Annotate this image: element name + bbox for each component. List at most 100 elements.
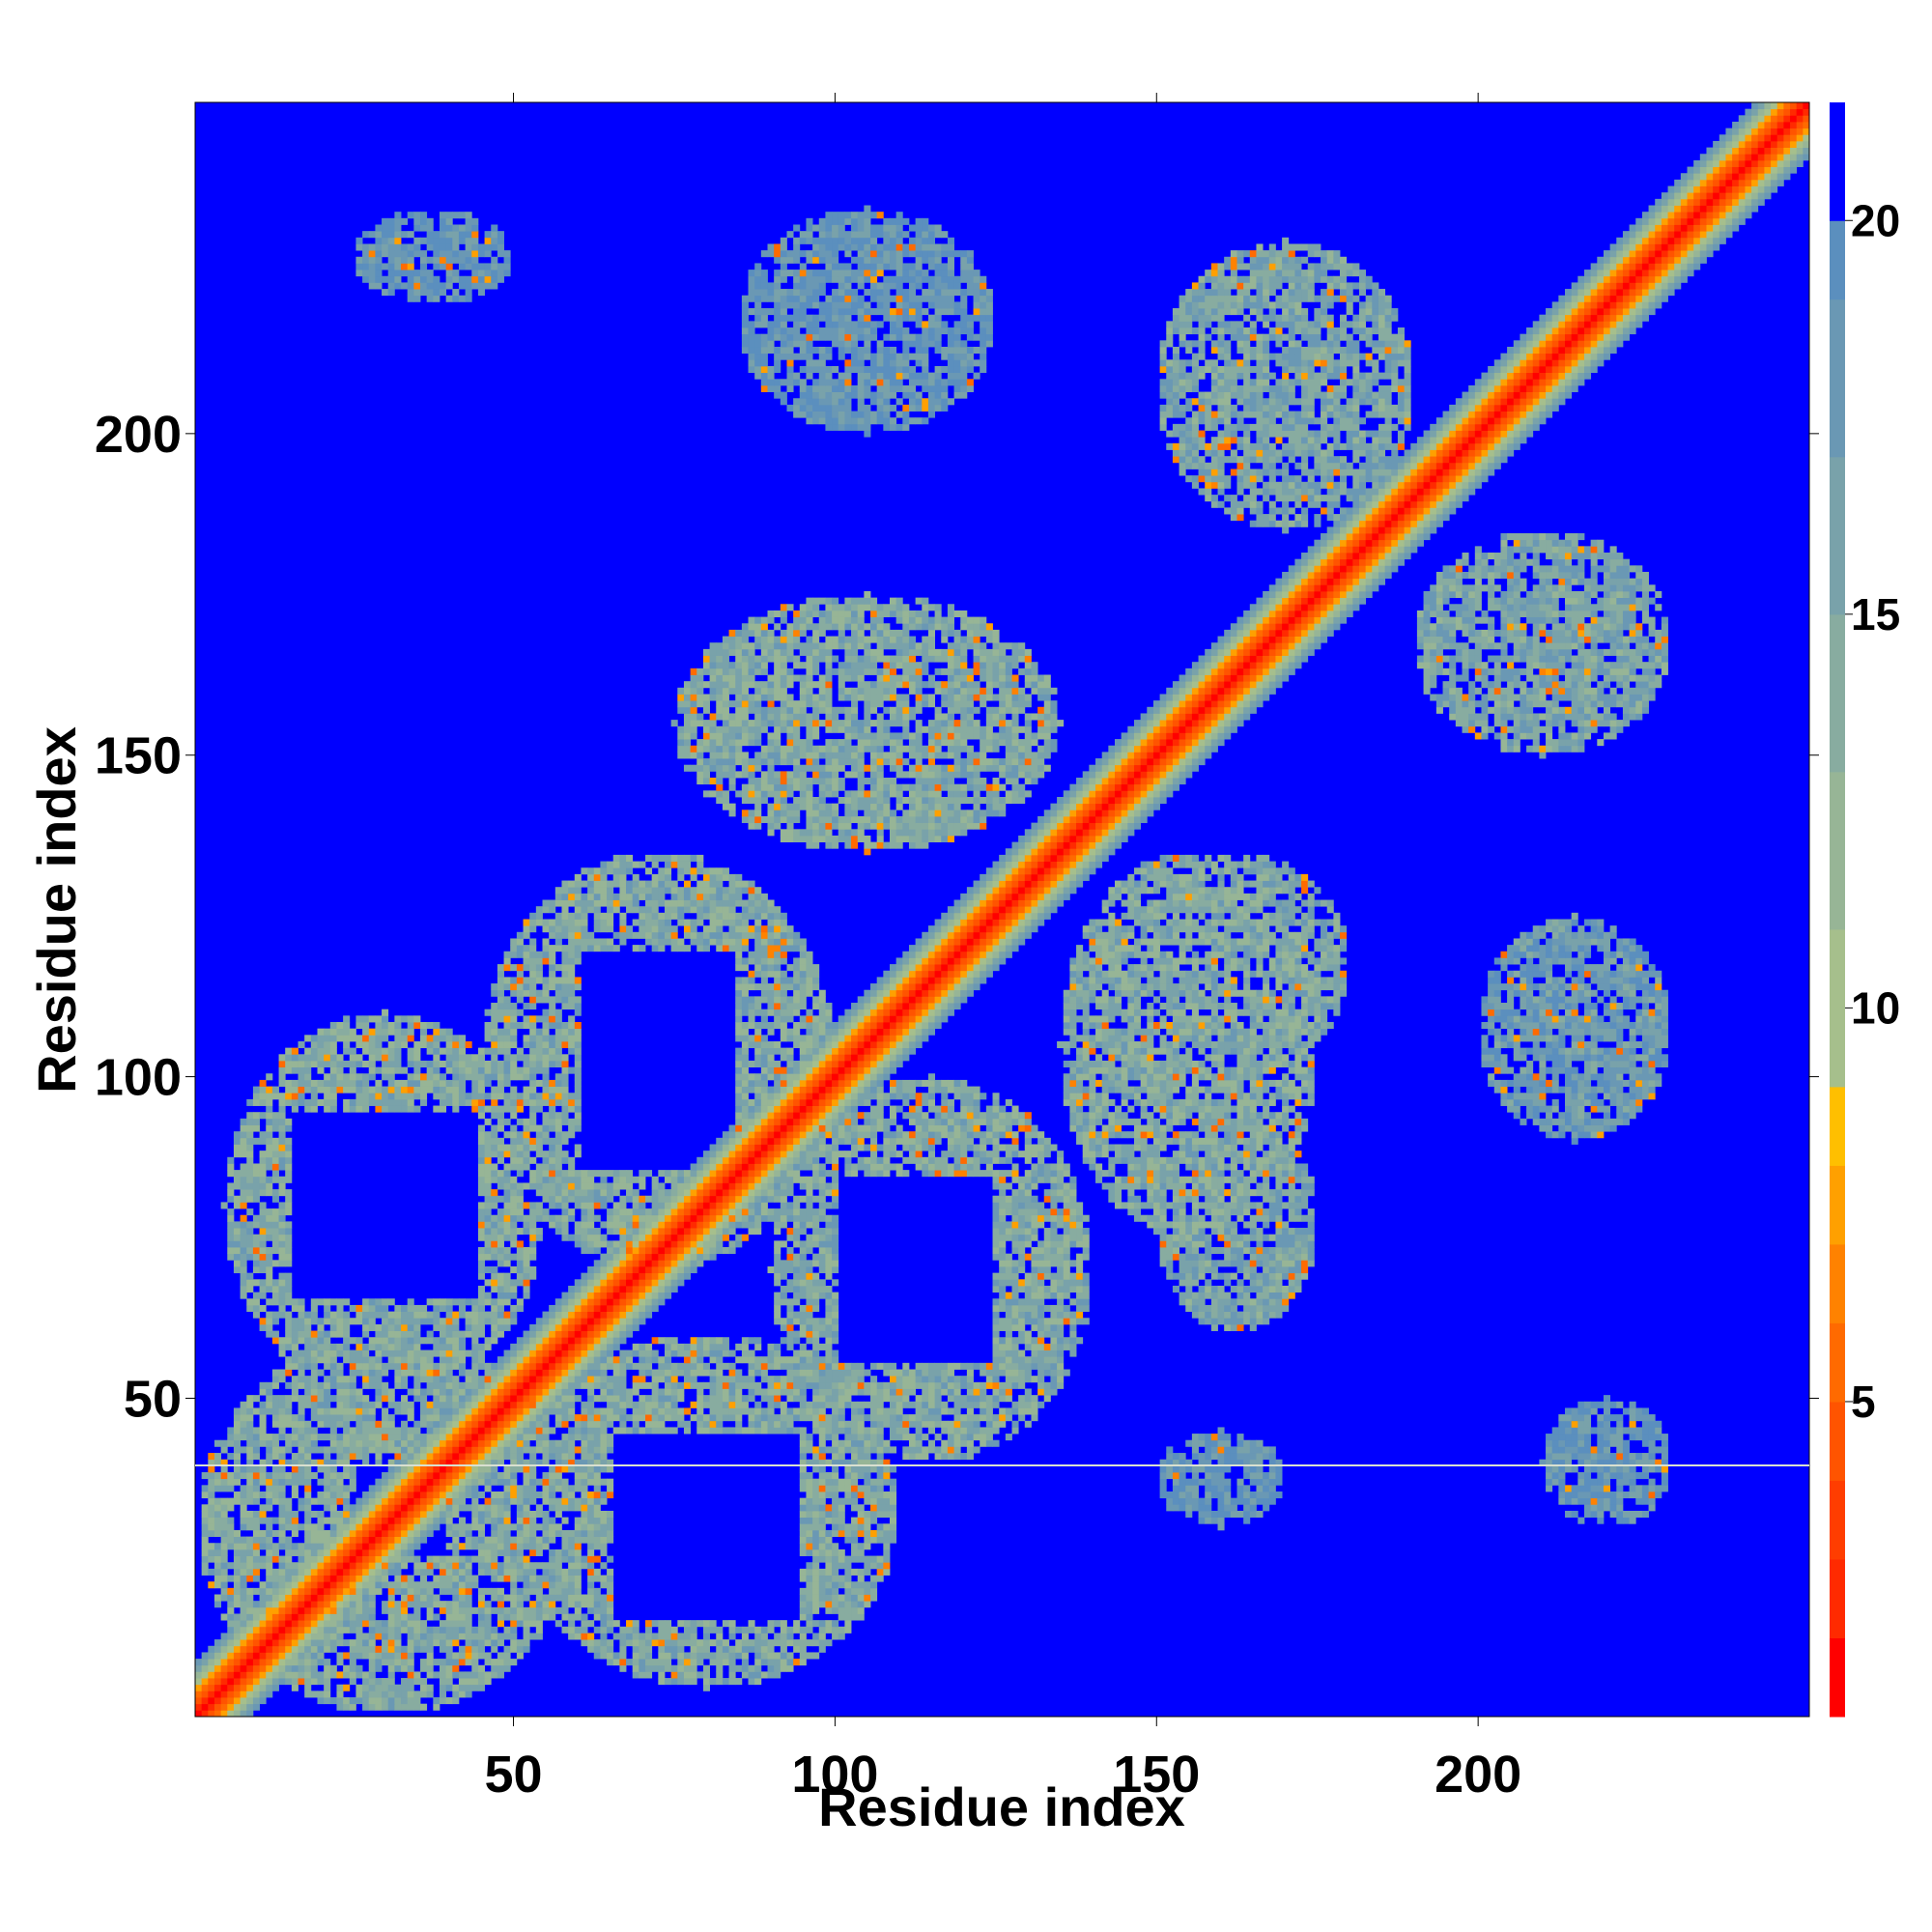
- heatmap-cell: [561, 1388, 569, 1396]
- heatmap-cell: [883, 1446, 891, 1454]
- heatmap-cell: [503, 1465, 511, 1473]
- heatmap-cell: [1185, 1485, 1193, 1492]
- heatmap-cell: [298, 1659, 305, 1666]
- heatmap-cell: [382, 1690, 389, 1698]
- heatmap-cell: [291, 1485, 298, 1492]
- heatmap-cell: [1622, 1465, 1630, 1473]
- heatmap-cell: [658, 1659, 666, 1666]
- heatmap-cell: [1558, 1472, 1566, 1480]
- heatmap-cell: [549, 1381, 556, 1389]
- heatmap-cell: [426, 1645, 434, 1653]
- heatmap-cell: [240, 1697, 247, 1705]
- heatmap-cell: [266, 1504, 273, 1512]
- heatmap-cell: [452, 1362, 460, 1370]
- heatmap-cell: [401, 1620, 409, 1628]
- heatmap-cell: [786, 1414, 794, 1422]
- heatmap-cell: [851, 1376, 859, 1383]
- heatmap-cell: [677, 1652, 685, 1660]
- heatmap-cell: [1648, 1459, 1656, 1466]
- heatmap-cell: [394, 1343, 402, 1350]
- heatmap-cell: [310, 1555, 318, 1563]
- heatmap-cell: [233, 1633, 241, 1640]
- heatmap-cell: [523, 1388, 530, 1396]
- heatmap-cell: [838, 1601, 845, 1608]
- heatmap-cell: [549, 1330, 556, 1338]
- heatmap-cell: [542, 1343, 550, 1350]
- heatmap-cell: [999, 1395, 1007, 1403]
- heatmap-cell: [851, 1485, 859, 1492]
- heatmap-cell: [484, 1439, 492, 1447]
- heatmap-cell: [387, 1478, 395, 1486]
- heatmap-cell: [516, 1517, 524, 1524]
- heatmap-cell: [683, 1626, 692, 1634]
- heatmap-cell: [362, 1504, 370, 1512]
- heatmap-cell: [1256, 1459, 1264, 1466]
- heatmap-cell: [619, 1407, 627, 1415]
- heatmap-cell: [477, 1318, 485, 1325]
- heatmap-cell: [838, 1581, 845, 1589]
- heatmap-cell: [593, 1568, 601, 1576]
- heatmap-cell: [343, 1664, 351, 1672]
- heatmap-cell: [368, 1407, 376, 1415]
- heatmap-cell: [271, 1420, 279, 1428]
- heatmap-cell: [1641, 1472, 1649, 1480]
- heatmap-cell: [722, 1652, 729, 1660]
- heatmap-cell: [471, 1626, 479, 1634]
- heatmap-cell: [304, 1568, 312, 1576]
- heatmap-cell: [818, 1620, 826, 1628]
- heatmap-cell: [1179, 1478, 1186, 1486]
- heatmap-cell: [439, 1587, 447, 1595]
- heatmap-cell: [355, 1453, 363, 1461]
- heatmap-cell: [382, 1562, 389, 1570]
- heatmap-cell: [413, 1311, 421, 1319]
- heatmap-cell: [368, 1376, 376, 1383]
- heatmap-cell: [458, 1350, 467, 1357]
- heatmap-cell: [362, 1362, 370, 1370]
- heatmap-cell: [266, 1652, 273, 1660]
- heatmap-cell: [452, 1601, 460, 1608]
- heatmap-cell: [452, 1453, 460, 1461]
- heatmap-cell: [278, 1472, 286, 1480]
- heatmap-cell: [1590, 1485, 1598, 1492]
- heatmap-cell: [639, 1639, 646, 1647]
- heatmap-cell: [1590, 1446, 1598, 1454]
- heatmap-cell: [612, 1356, 620, 1364]
- heatmap-cell: [285, 1369, 293, 1377]
- heatmap-cell: [690, 1337, 697, 1345]
- heatmap-cell: [252, 1626, 260, 1634]
- heatmap-cell: [529, 1465, 537, 1473]
- heatmap-cell: [696, 1337, 704, 1345]
- heatmap-cell: [607, 1318, 614, 1325]
- heatmap-cell: [271, 1671, 279, 1679]
- heatmap-cell: [651, 1620, 659, 1628]
- heatmap-cell: [760, 1369, 768, 1377]
- heatmap-cell: [491, 1626, 498, 1634]
- heatmap-cell: [439, 1420, 447, 1428]
- heatmap-cell: [382, 1472, 389, 1480]
- heatmap-cell: [523, 1465, 530, 1473]
- heatmap-cell: [600, 1497, 608, 1505]
- heatmap-cell: [382, 1362, 389, 1370]
- heatmap-cell: [670, 1369, 678, 1377]
- heatmap-cell: [298, 1376, 305, 1383]
- heatmap-cell: [471, 1664, 479, 1672]
- heatmap-cell: [401, 1323, 409, 1331]
- heatmap-cell: [561, 1568, 569, 1576]
- heatmap-cell: [1018, 1330, 1026, 1338]
- heatmap-cell: [458, 1453, 467, 1461]
- heatmap-cell: [677, 1620, 685, 1628]
- heatmap-cell: [832, 1388, 839, 1396]
- heatmap-cell: [394, 1427, 402, 1435]
- heatmap-cell: [735, 1388, 743, 1396]
- heatmap-cell: [1583, 1407, 1592, 1415]
- heatmap-cell: [780, 1633, 787, 1640]
- heatmap-cell: [587, 1414, 595, 1422]
- heatmap-cell: [561, 1555, 569, 1563]
- heatmap-cell: [639, 1369, 646, 1377]
- heatmap-cell: [568, 1446, 576, 1454]
- heatmap-cell: [581, 1536, 588, 1544]
- heatmap-cell: [233, 1439, 241, 1447]
- heatmap-cell: [664, 1381, 672, 1389]
- heatmap-cell: [458, 1472, 467, 1480]
- heatmap-cell: [304, 1434, 312, 1441]
